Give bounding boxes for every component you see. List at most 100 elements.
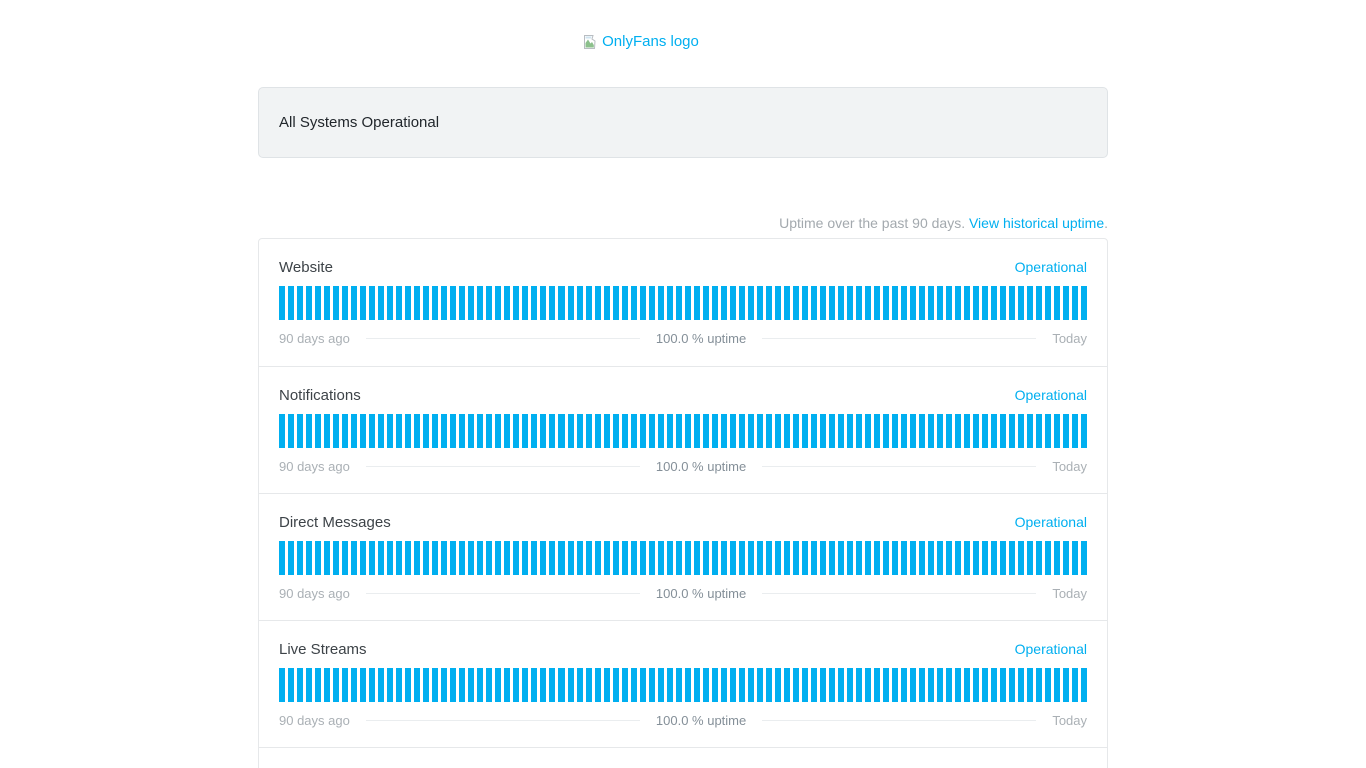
uptime-bar[interactable] [279, 285, 286, 320]
uptime-bar[interactable] [765, 540, 772, 575]
uptime-bar[interactable] [531, 667, 538, 702]
uptime-bar[interactable] [747, 413, 754, 448]
uptime-bar[interactable] [531, 540, 538, 575]
uptime-bar[interactable] [901, 667, 908, 702]
uptime-bar[interactable] [1027, 667, 1034, 702]
uptime-bar[interactable] [837, 413, 844, 448]
uptime-bar[interactable] [414, 285, 421, 320]
uptime-bar[interactable] [504, 540, 511, 575]
uptime-bar[interactable] [486, 413, 493, 448]
uptime-bar[interactable] [937, 667, 944, 702]
uptime-bar[interactable] [1018, 667, 1025, 702]
uptime-bar[interactable] [828, 540, 835, 575]
uptime-bar[interactable] [513, 413, 520, 448]
uptime-bar[interactable] [630, 540, 637, 575]
uptime-bar[interactable] [756, 540, 763, 575]
uptime-bar[interactable] [279, 540, 286, 575]
uptime-bar[interactable] [1063, 540, 1070, 575]
uptime-bar[interactable] [837, 667, 844, 702]
uptime-bar[interactable] [648, 540, 655, 575]
uptime-bar[interactable] [315, 667, 322, 702]
uptime-bar[interactable] [810, 285, 817, 320]
uptime-bar[interactable] [1063, 285, 1070, 320]
uptime-bar[interactable] [396, 413, 403, 448]
uptime-bar[interactable] [883, 413, 890, 448]
uptime-bar[interactable] [684, 285, 691, 320]
uptime-bar[interactable] [603, 540, 610, 575]
uptime-bar[interactable] [973, 285, 980, 320]
uptime-bar[interactable] [540, 285, 547, 320]
uptime-bar[interactable] [378, 285, 385, 320]
uptime-bar[interactable] [468, 667, 475, 702]
uptime-bar[interactable] [1072, 540, 1079, 575]
uptime-bar[interactable] [423, 285, 430, 320]
uptime-bar[interactable] [919, 540, 926, 575]
uptime-bar[interactable] [928, 667, 935, 702]
uptime-bar[interactable] [901, 413, 908, 448]
uptime-bar[interactable] [288, 285, 295, 320]
uptime-bar[interactable] [630, 285, 637, 320]
uptime-bar[interactable] [495, 667, 502, 702]
uptime-bar[interactable] [892, 540, 899, 575]
uptime-bar[interactable] [567, 667, 574, 702]
uptime-bar[interactable] [792, 540, 799, 575]
uptime-bar[interactable] [937, 540, 944, 575]
uptime-bar[interactable] [405, 667, 412, 702]
uptime-bar[interactable] [783, 285, 790, 320]
uptime-bar[interactable] [1045, 540, 1052, 575]
uptime-bar[interactable] [928, 413, 935, 448]
uptime-bar[interactable] [883, 285, 890, 320]
uptime-bar[interactable] [612, 413, 619, 448]
uptime-bar[interactable] [351, 285, 358, 320]
uptime-bar[interactable] [828, 413, 835, 448]
uptime-bar[interactable] [910, 667, 917, 702]
uptime-bar[interactable] [513, 540, 520, 575]
uptime-bar[interactable] [738, 540, 745, 575]
uptime-bar[interactable] [666, 285, 673, 320]
uptime-bar[interactable] [892, 285, 899, 320]
uptime-bar[interactable] [865, 540, 872, 575]
uptime-bar[interactable] [973, 540, 980, 575]
uptime-bar[interactable] [765, 285, 772, 320]
uptime-bar[interactable] [865, 285, 872, 320]
uptime-bar[interactable] [711, 285, 718, 320]
uptime-bar[interactable] [540, 540, 547, 575]
uptime-bar[interactable] [910, 413, 917, 448]
uptime-bar[interactable] [468, 413, 475, 448]
uptime-bar[interactable] [1000, 540, 1007, 575]
uptime-bar[interactable] [874, 413, 881, 448]
uptime-bar[interactable] [594, 285, 601, 320]
uptime-bar[interactable] [846, 540, 853, 575]
uptime-bar[interactable] [369, 285, 376, 320]
uptime-bar[interactable] [901, 540, 908, 575]
uptime-bar[interactable] [1009, 667, 1016, 702]
uptime-bar[interactable] [657, 413, 664, 448]
uptime-bar[interactable] [423, 413, 430, 448]
uptime-bar[interactable] [964, 540, 971, 575]
uptime-bar[interactable] [684, 540, 691, 575]
uptime-bar[interactable] [432, 667, 439, 702]
uptime-bar[interactable] [1045, 413, 1052, 448]
uptime-bar[interactable] [414, 540, 421, 575]
uptime-bar[interactable] [639, 667, 646, 702]
uptime-bar[interactable] [495, 413, 502, 448]
uptime-bar[interactable] [486, 540, 493, 575]
uptime-bar[interactable] [333, 667, 340, 702]
uptime-bar[interactable] [955, 667, 962, 702]
uptime-bar[interactable] [1063, 413, 1070, 448]
uptime-bar[interactable] [495, 540, 502, 575]
uptime-bar[interactable] [360, 667, 367, 702]
uptime-bar[interactable] [495, 285, 502, 320]
uptime-bar[interactable] [693, 413, 700, 448]
uptime-bar[interactable] [1036, 667, 1043, 702]
uptime-bar[interactable] [468, 285, 475, 320]
uptime-bar[interactable] [306, 285, 313, 320]
uptime-bar[interactable] [1072, 413, 1079, 448]
uptime-bar[interactable] [856, 540, 863, 575]
uptime-bar[interactable] [522, 667, 529, 702]
uptime-bar[interactable] [612, 667, 619, 702]
uptime-bar[interactable] [937, 285, 944, 320]
uptime-bar[interactable] [1072, 667, 1079, 702]
uptime-bar[interactable] [720, 667, 727, 702]
uptime-bar[interactable] [1081, 413, 1088, 448]
